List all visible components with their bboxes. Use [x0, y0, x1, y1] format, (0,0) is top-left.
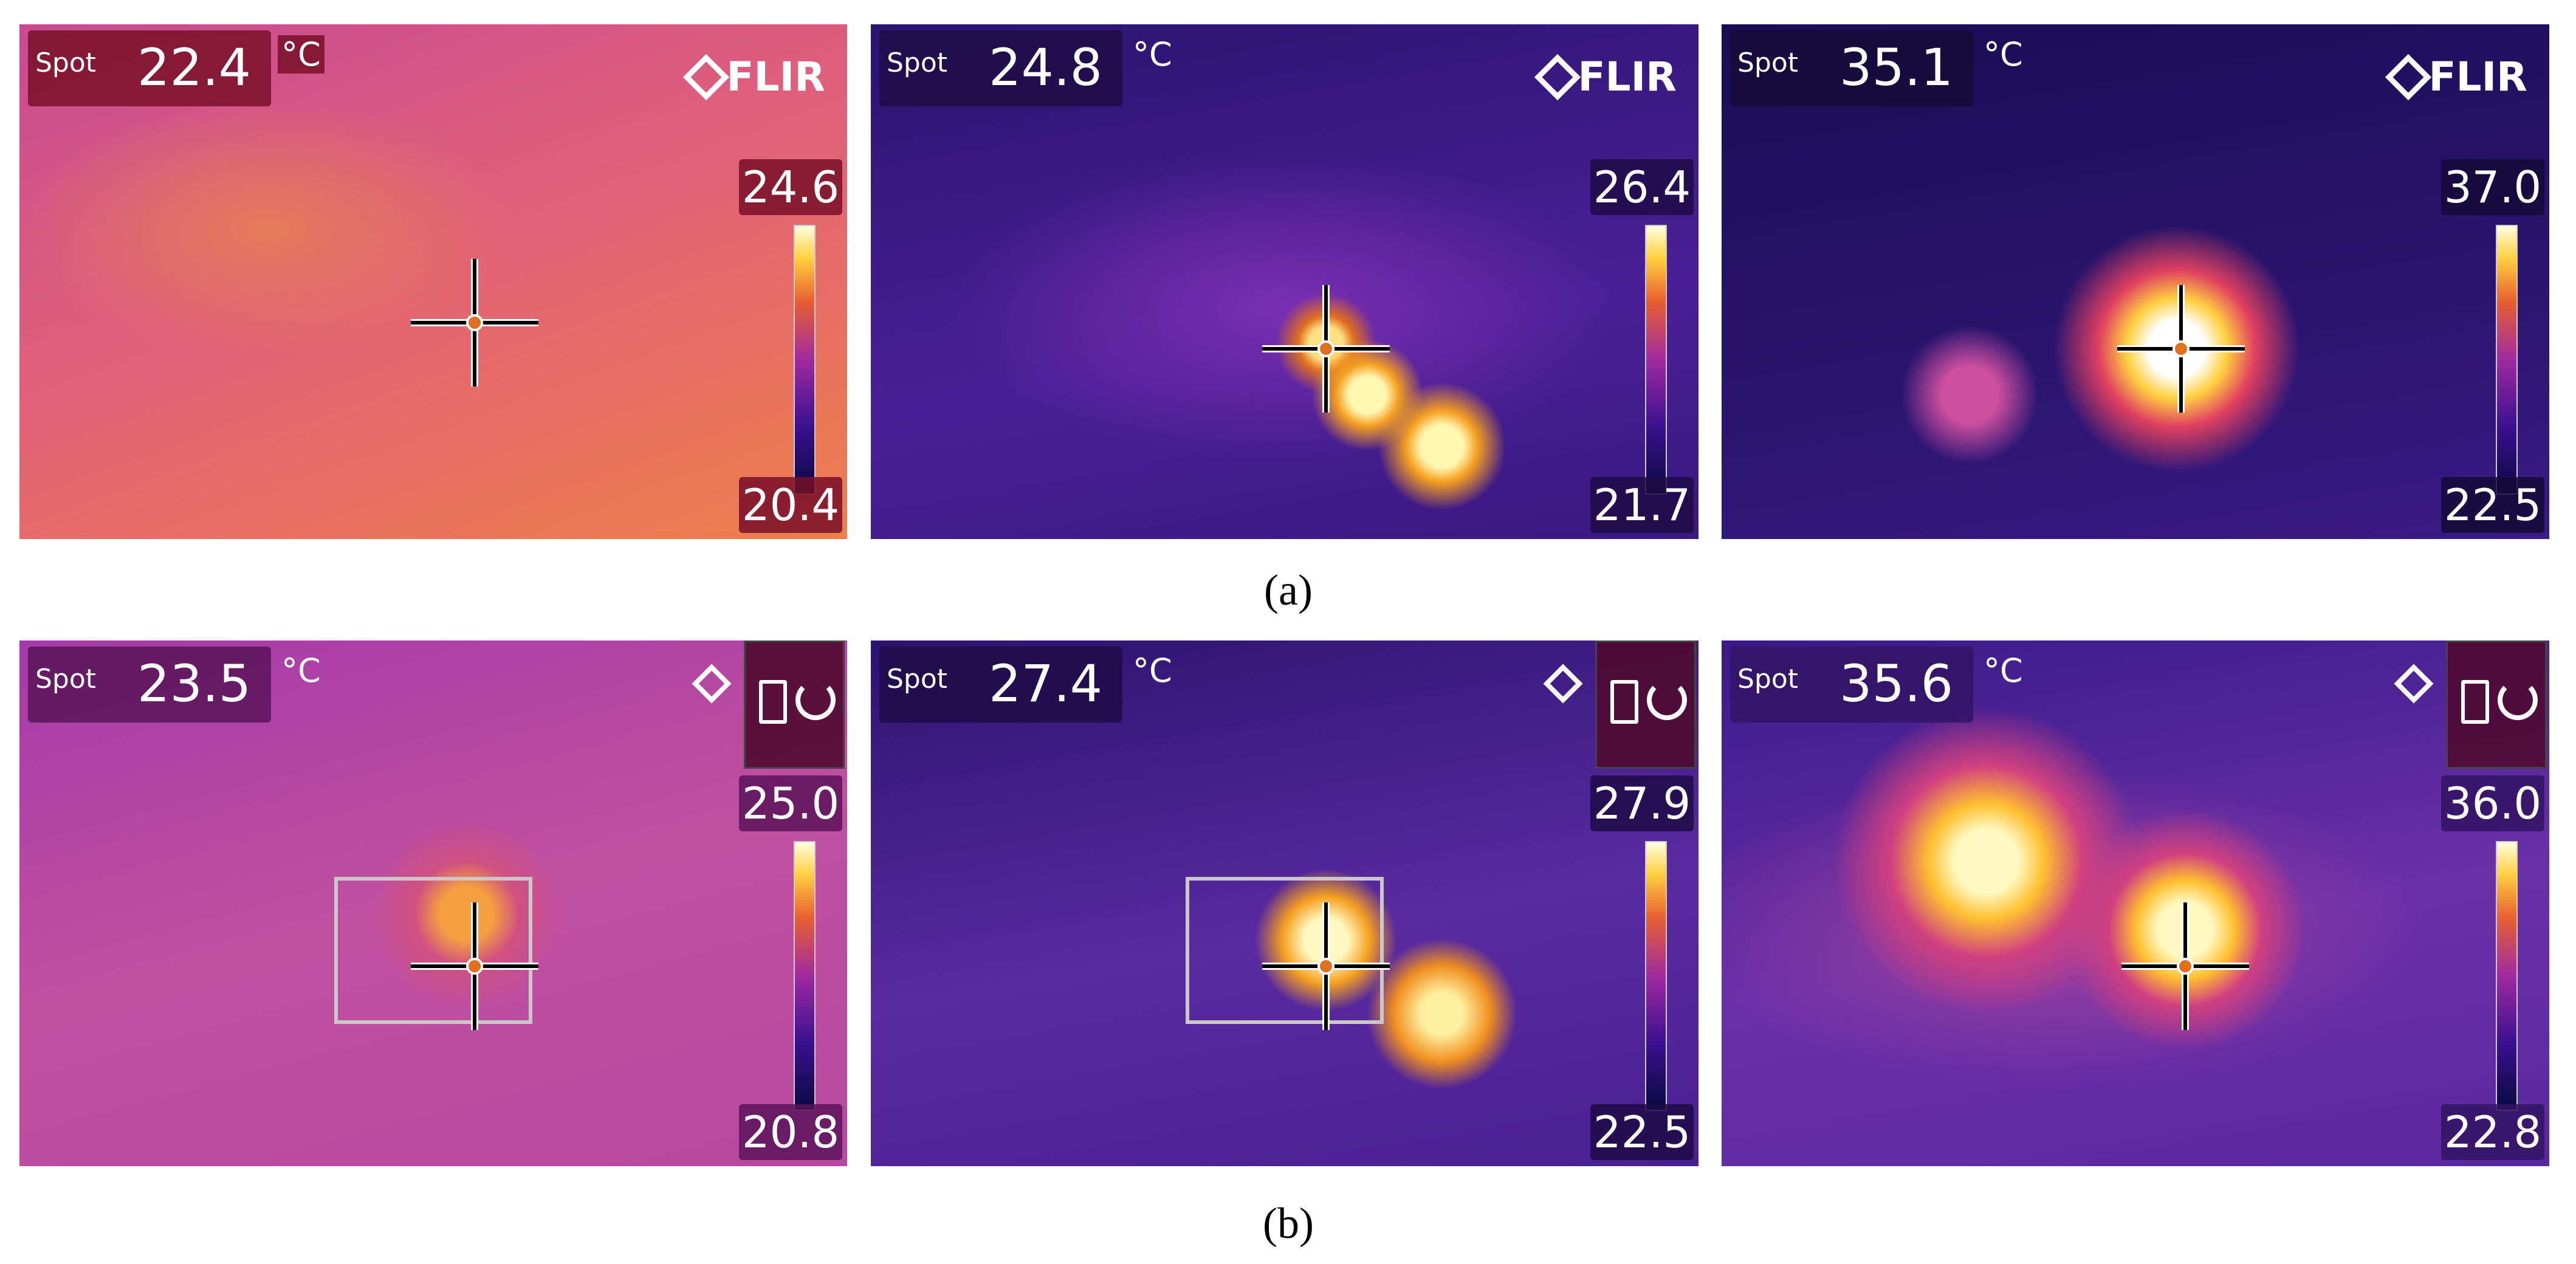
scale-max: 27.9: [1590, 775, 1694, 831]
spot-value: 22.4: [137, 38, 252, 97]
logo-icon: [2394, 664, 2434, 704]
scale-min: 22.8: [2441, 1104, 2544, 1160]
scale-min: 20.4: [739, 477, 842, 533]
spot-box: Spot 22.4: [28, 30, 271, 106]
mode-icon: [1595, 641, 1696, 769]
spot-box: Spot 27.4: [879, 647, 1122, 723]
scale-max: 37.0: [2441, 159, 2544, 215]
refresh-icon: [795, 680, 836, 720]
thermal-image: Spot 35.1 °C FLIR 37.0 22.5: [1722, 24, 2549, 539]
scale-min: 22.5: [2441, 477, 2544, 533]
spot-label: Spot: [887, 47, 948, 78]
color-bar: [794, 841, 816, 1111]
scale-max: 24.6: [739, 159, 842, 215]
spot-box: Spot 23.5: [28, 647, 271, 723]
crosshair-center: [2176, 958, 2194, 975]
crosshair-center: [466, 958, 484, 975]
refresh-icon: [1647, 680, 1687, 720]
spot-label: Spot: [1737, 47, 1799, 78]
measure-box: [1185, 877, 1384, 1025]
mode-icon: [2446, 641, 2547, 769]
caption: (b): [1263, 1199, 1314, 1248]
scale-max: 36.0: [2441, 775, 2544, 831]
logo-icon: [682, 53, 730, 101]
spot-box: Spot 24.8: [879, 30, 1122, 106]
spot-box: Spot 35.6: [1730, 647, 1973, 723]
spot-label: Spot: [1737, 664, 1799, 695]
thermal-image: Spot 35.6 °C 36.0 22.8: [1722, 641, 2549, 1166]
unit: °C: [1984, 35, 2023, 74]
scale-max: 25.0: [739, 775, 842, 831]
crosshair-center: [1317, 340, 1335, 357]
unit: °C: [281, 651, 321, 690]
logo: FLIR: [2428, 53, 2527, 100]
color-bar: [2496, 841, 2518, 1111]
unit: °C: [1133, 35, 1172, 74]
logo: FLIR: [726, 53, 825, 100]
refresh-icon: [2498, 680, 2538, 720]
spot-label: Spot: [887, 664, 948, 695]
spot-value: 24.8: [989, 38, 1103, 97]
scale-min: 20.8: [739, 1104, 842, 1160]
battery-icon: [759, 680, 787, 724]
thermal-image: Spot 23.5 °C 25.0 20.8: [19, 641, 847, 1166]
spot-label: Spot: [35, 664, 97, 695]
crosshair-center: [466, 314, 484, 332]
spot-value: 35.6: [1839, 654, 1954, 713]
color-bar: [794, 225, 816, 495]
logo-icon: [1543, 664, 1583, 704]
unit: °C: [1984, 651, 2023, 690]
battery-icon: [1610, 680, 1638, 724]
thermal-image: Spot 24.8 °C FLIR 26.4 21.7: [871, 24, 1698, 539]
thermal-image: Spot 27.4 °C 27.9 22.5: [871, 641, 1698, 1166]
caption: (a): [1264, 566, 1313, 614]
color-bar: [1645, 225, 1667, 495]
logo-icon: [692, 664, 732, 704]
unit: °C: [1133, 651, 1172, 690]
crosshair-center: [1317, 958, 1335, 975]
scale-min: 21.7: [1590, 477, 1694, 533]
spot-box: Spot 35.1: [1730, 30, 1973, 106]
logo-icon: [1534, 53, 1581, 101]
crosshair-center: [2172, 340, 2190, 357]
spot-value: 35.1: [1839, 38, 1954, 97]
thermal-image: Spot 22.4 °C FLIR 24.6 20.4: [19, 24, 847, 539]
battery-icon: [2461, 680, 2489, 724]
spot-value: 23.5: [137, 654, 252, 713]
measure-box: [334, 877, 533, 1025]
scale-min: 22.5: [1590, 1104, 1694, 1160]
scale-max: 26.4: [1590, 159, 1694, 215]
spot-value: 27.4: [989, 654, 1103, 713]
logo: FLIR: [1578, 53, 1677, 100]
logo-icon: [2385, 53, 2432, 101]
mode-icon: [744, 641, 845, 769]
spot-label: Spot: [35, 47, 97, 78]
unit: °C: [278, 35, 325, 74]
color-bar: [1645, 841, 1667, 1111]
color-bar: [2496, 225, 2518, 495]
